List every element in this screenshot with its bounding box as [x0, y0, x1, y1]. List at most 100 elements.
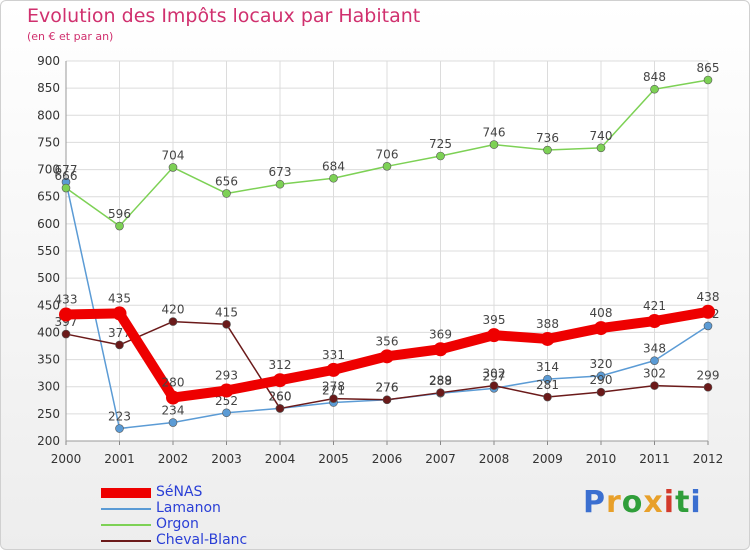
data-label: 706	[376, 147, 399, 161]
x-tick-label: 2009	[532, 452, 563, 466]
data-point	[703, 321, 713, 331]
data-point	[380, 349, 394, 364]
data-point	[115, 221, 124, 231]
x-tick-label: 2001	[104, 452, 135, 466]
data-point	[166, 390, 180, 405]
y-tick-label: 850	[37, 81, 60, 95]
data-label: 302	[483, 367, 506, 381]
data-label: 289	[429, 374, 452, 388]
data-point	[326, 362, 341, 377]
data-point	[168, 418, 178, 427]
data-label: 433	[55, 293, 78, 307]
data-point	[436, 151, 445, 161]
data-point	[436, 388, 445, 397]
data-label: 302	[643, 367, 666, 381]
logo-letter: t	[675, 485, 691, 520]
data-label: 677	[55, 163, 78, 177]
data-point	[222, 319, 231, 329]
data-label: 348	[643, 342, 666, 356]
data-label: 299	[697, 368, 720, 382]
data-point	[647, 314, 662, 329]
data-label: 320	[590, 357, 613, 371]
y-tick-label: 700	[37, 163, 60, 177]
y-tick-label: 400	[37, 325, 60, 339]
data-point	[115, 424, 124, 433]
data-label: 673	[269, 165, 292, 179]
x-tick-label: 2012	[693, 452, 724, 466]
data-label: 421	[643, 299, 666, 313]
data-label: 276	[376, 381, 399, 395]
y-tick-label: 550	[37, 244, 60, 258]
x-tick-label: 2002	[158, 452, 189, 466]
chart-subtitle: (en € et par an)	[27, 30, 114, 43]
data-label: 281	[536, 378, 559, 392]
data-label: 408	[590, 306, 613, 320]
logo-letter: P	[583, 485, 606, 520]
x-tick-label: 2010	[586, 452, 617, 466]
data-point	[59, 307, 73, 322]
logo-letter: r	[606, 485, 622, 520]
data-label: 288	[429, 374, 452, 388]
data-point	[596, 371, 606, 381]
data-point	[543, 392, 552, 402]
data-label: 369	[429, 327, 452, 341]
x-tick-label: 2005	[318, 452, 349, 466]
data-point	[275, 404, 285, 413]
data-point	[703, 75, 713, 85]
data-label: 331	[322, 348, 345, 362]
legend-label-senas: SéNAS	[156, 484, 203, 500]
data-label: 704	[162, 148, 185, 162]
proxiti-logo: Proxiti	[583, 485, 702, 520]
data-label: 314	[536, 360, 559, 374]
data-point	[703, 382, 713, 392]
logo-letter: i	[663, 485, 676, 520]
data-label: 746	[483, 126, 506, 140]
logo-letter: o	[621, 485, 644, 520]
data-label: 234	[162, 404, 185, 418]
data-label: 725	[429, 137, 452, 151]
data-point	[382, 395, 392, 405]
y-tick-label: 200	[37, 434, 60, 448]
y-tick-label: 800	[37, 108, 60, 122]
data-label: 415	[215, 305, 238, 319]
y-tick-label: 900	[37, 54, 60, 68]
x-tick-label: 2011	[639, 452, 670, 466]
data-point	[112, 306, 127, 321]
data-point	[650, 381, 659, 390]
data-label: 666	[55, 169, 78, 183]
data-label: 293	[215, 369, 238, 383]
legend-label-orgon: Orgon	[156, 516, 199, 532]
data-label: 223	[108, 410, 131, 424]
data-point	[543, 374, 552, 384]
data-point	[61, 183, 71, 193]
legend-swatch-cheval-blanc	[101, 540, 151, 542]
data-label: 252	[215, 394, 238, 408]
data-label: 740	[590, 129, 613, 143]
legend-swatch-lamanon	[101, 508, 151, 510]
logo-letter: x	[643, 485, 664, 520]
data-point	[329, 394, 338, 403]
y-tick-label: 650	[37, 190, 60, 204]
data-label: 656	[215, 174, 238, 188]
x-tick-label: 2006	[372, 452, 403, 466]
x-tick-label: 2000	[51, 452, 82, 466]
y-tick-label: 250	[37, 407, 60, 421]
y-tick-label: 500	[37, 271, 60, 285]
data-point	[489, 381, 499, 390]
data-point	[329, 173, 338, 183]
data-point	[596, 143, 606, 153]
data-point	[168, 163, 178, 172]
data-label: 865	[697, 61, 720, 75]
y-tick-label: 600	[37, 217, 60, 231]
data-point	[168, 317, 178, 326]
x-tick-label: 2007	[425, 452, 456, 466]
data-label: 684	[322, 159, 345, 173]
data-point	[701, 304, 715, 319]
y-tick-label: 300	[37, 380, 60, 394]
y-tick-label: 350	[37, 353, 60, 367]
data-label: 388	[536, 317, 559, 331]
data-point	[650, 356, 659, 365]
data-point	[382, 162, 392, 171]
data-label: 596	[108, 207, 131, 221]
